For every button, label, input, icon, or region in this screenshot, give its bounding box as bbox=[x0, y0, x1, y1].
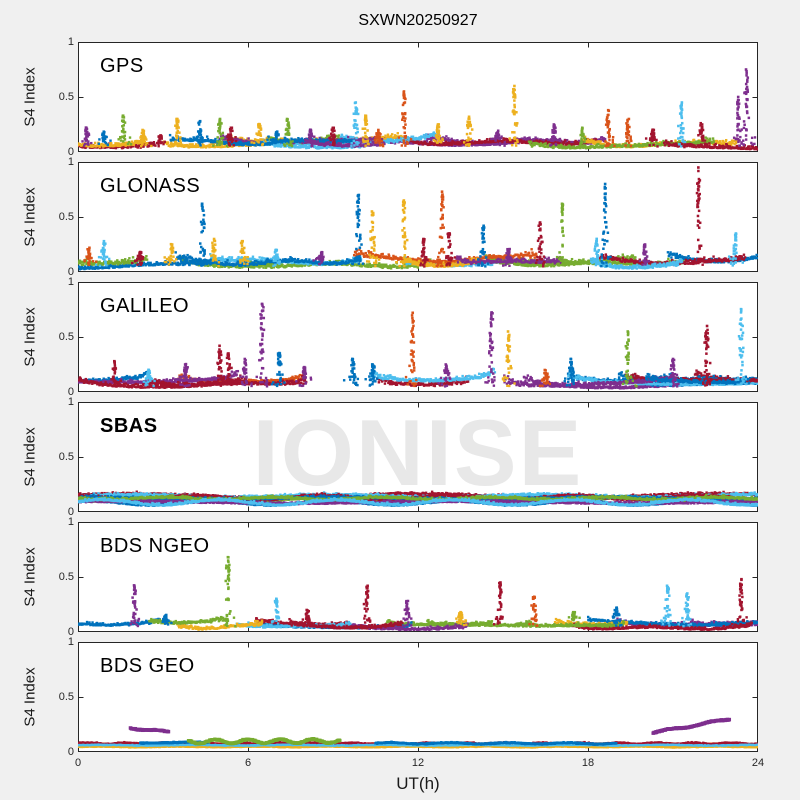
y-tick-label: 0.5 bbox=[58, 451, 74, 463]
panel-label-galileo: GALILEO bbox=[100, 295, 190, 317]
x-tick-label: 6 bbox=[244, 757, 252, 769]
y-tick-label: 1 bbox=[67, 396, 74, 408]
panel-label-sbas: SBAS bbox=[100, 415, 158, 437]
y-tick-label: 0.5 bbox=[58, 91, 74, 103]
y-tick-label: 1 bbox=[67, 636, 74, 648]
y-tick-labels: 0 0.5 1 bbox=[38, 36, 74, 158]
plot-area-sbas: IONISE SBAS bbox=[78, 400, 758, 512]
y-tick-label: 0 bbox=[67, 506, 74, 518]
y-tick-label: 0 bbox=[67, 386, 74, 398]
x-tick-label: 0 bbox=[74, 757, 82, 769]
panel-gps: S4 Index 0 0.5 1 GPS bbox=[0, 36, 800, 158]
panel-bds-ngeo: S4 Index 0 0.5 1 BDS NGEO bbox=[0, 516, 800, 638]
scatter-canvas-sbas bbox=[78, 402, 758, 512]
y-axis-label: S4 Index bbox=[21, 67, 39, 127]
y-tick-label: 0 bbox=[67, 746, 74, 758]
panel-label-gps: GPS bbox=[100, 55, 144, 77]
y-tick-label: 0 bbox=[67, 266, 74, 278]
y-tick-label: 0 bbox=[67, 626, 74, 638]
y-tick-label: 0.5 bbox=[58, 691, 74, 703]
plot-area-glonass: GLONASS bbox=[78, 162, 758, 272]
y-tick-label: 1 bbox=[67, 156, 74, 168]
scatter-canvas-gps bbox=[78, 42, 758, 152]
plot-area-bds-ngeo: BDS NGEO bbox=[78, 522, 758, 632]
y-tick-labels: 0 0.5 1 bbox=[38, 636, 74, 758]
panel-galileo: S4 Index 0 0.5 1 GALILEO bbox=[0, 276, 800, 398]
y-axis-label: S4 Index bbox=[21, 427, 39, 487]
x-tick-label: 12 bbox=[411, 757, 425, 769]
scatter-canvas-galileo bbox=[78, 282, 758, 392]
panel-bds-geo: S4 Index 0 0.5 1 BDS GEO bbox=[0, 636, 800, 758]
scatter-canvas-bds-ngeo bbox=[78, 522, 758, 632]
y-tick-label: 0 bbox=[67, 146, 74, 158]
y-axis-label: S4 Index bbox=[21, 187, 39, 247]
y-tick-label: 0.5 bbox=[58, 331, 74, 343]
scatter-canvas-glonass bbox=[78, 162, 758, 272]
y-tick-label: 1 bbox=[67, 36, 74, 48]
panel-glonass: S4 Index 0 0.5 1 GLONASS bbox=[0, 156, 800, 278]
panel-sbas: S4 Index 00.51 IONISE SBAS bbox=[0, 396, 800, 518]
y-axis-label: S4 Index bbox=[21, 667, 39, 727]
x-axis-label: UT(h) bbox=[396, 774, 440, 793]
plot-area-gps: GPS bbox=[78, 42, 758, 152]
x-tick-label: 18 bbox=[581, 757, 595, 769]
y-tick-labels: 0 0.5 1 bbox=[38, 156, 74, 278]
figure-title: SXWN20250927 bbox=[358, 12, 478, 29]
plot-area-bds-geo: BDS GEO bbox=[78, 642, 758, 752]
y-tick-labels: 0 0.5 1 bbox=[38, 396, 74, 518]
y-tick-labels: 0 0.5 1 bbox=[38, 516, 74, 638]
scatter-canvas-bds-geo bbox=[78, 642, 758, 752]
panel-label-bds-ngeo: BDS NGEO bbox=[100, 535, 210, 557]
y-tick-labels: 0 0.5 1 bbox=[38, 276, 74, 398]
x-tick-labels: 0 6 12 18 24 bbox=[0, 757, 800, 771]
y-tick-label: 1 bbox=[67, 516, 74, 528]
panel-label-glonass: GLONASS bbox=[100, 175, 201, 197]
y-axis-label: S4 Index bbox=[21, 307, 39, 367]
panel-label-bds-geo: BDS GEO bbox=[100, 655, 195, 677]
y-axis-label: S4 Index bbox=[21, 547, 39, 607]
y-tick-label: 0.5 bbox=[58, 571, 74, 583]
x-tick-label: 24 bbox=[751, 757, 765, 769]
y-tick-label: 0.5 bbox=[58, 211, 74, 223]
y-tick-label: 1 bbox=[67, 276, 74, 288]
plot-area-galileo: GALILEO bbox=[78, 282, 758, 392]
